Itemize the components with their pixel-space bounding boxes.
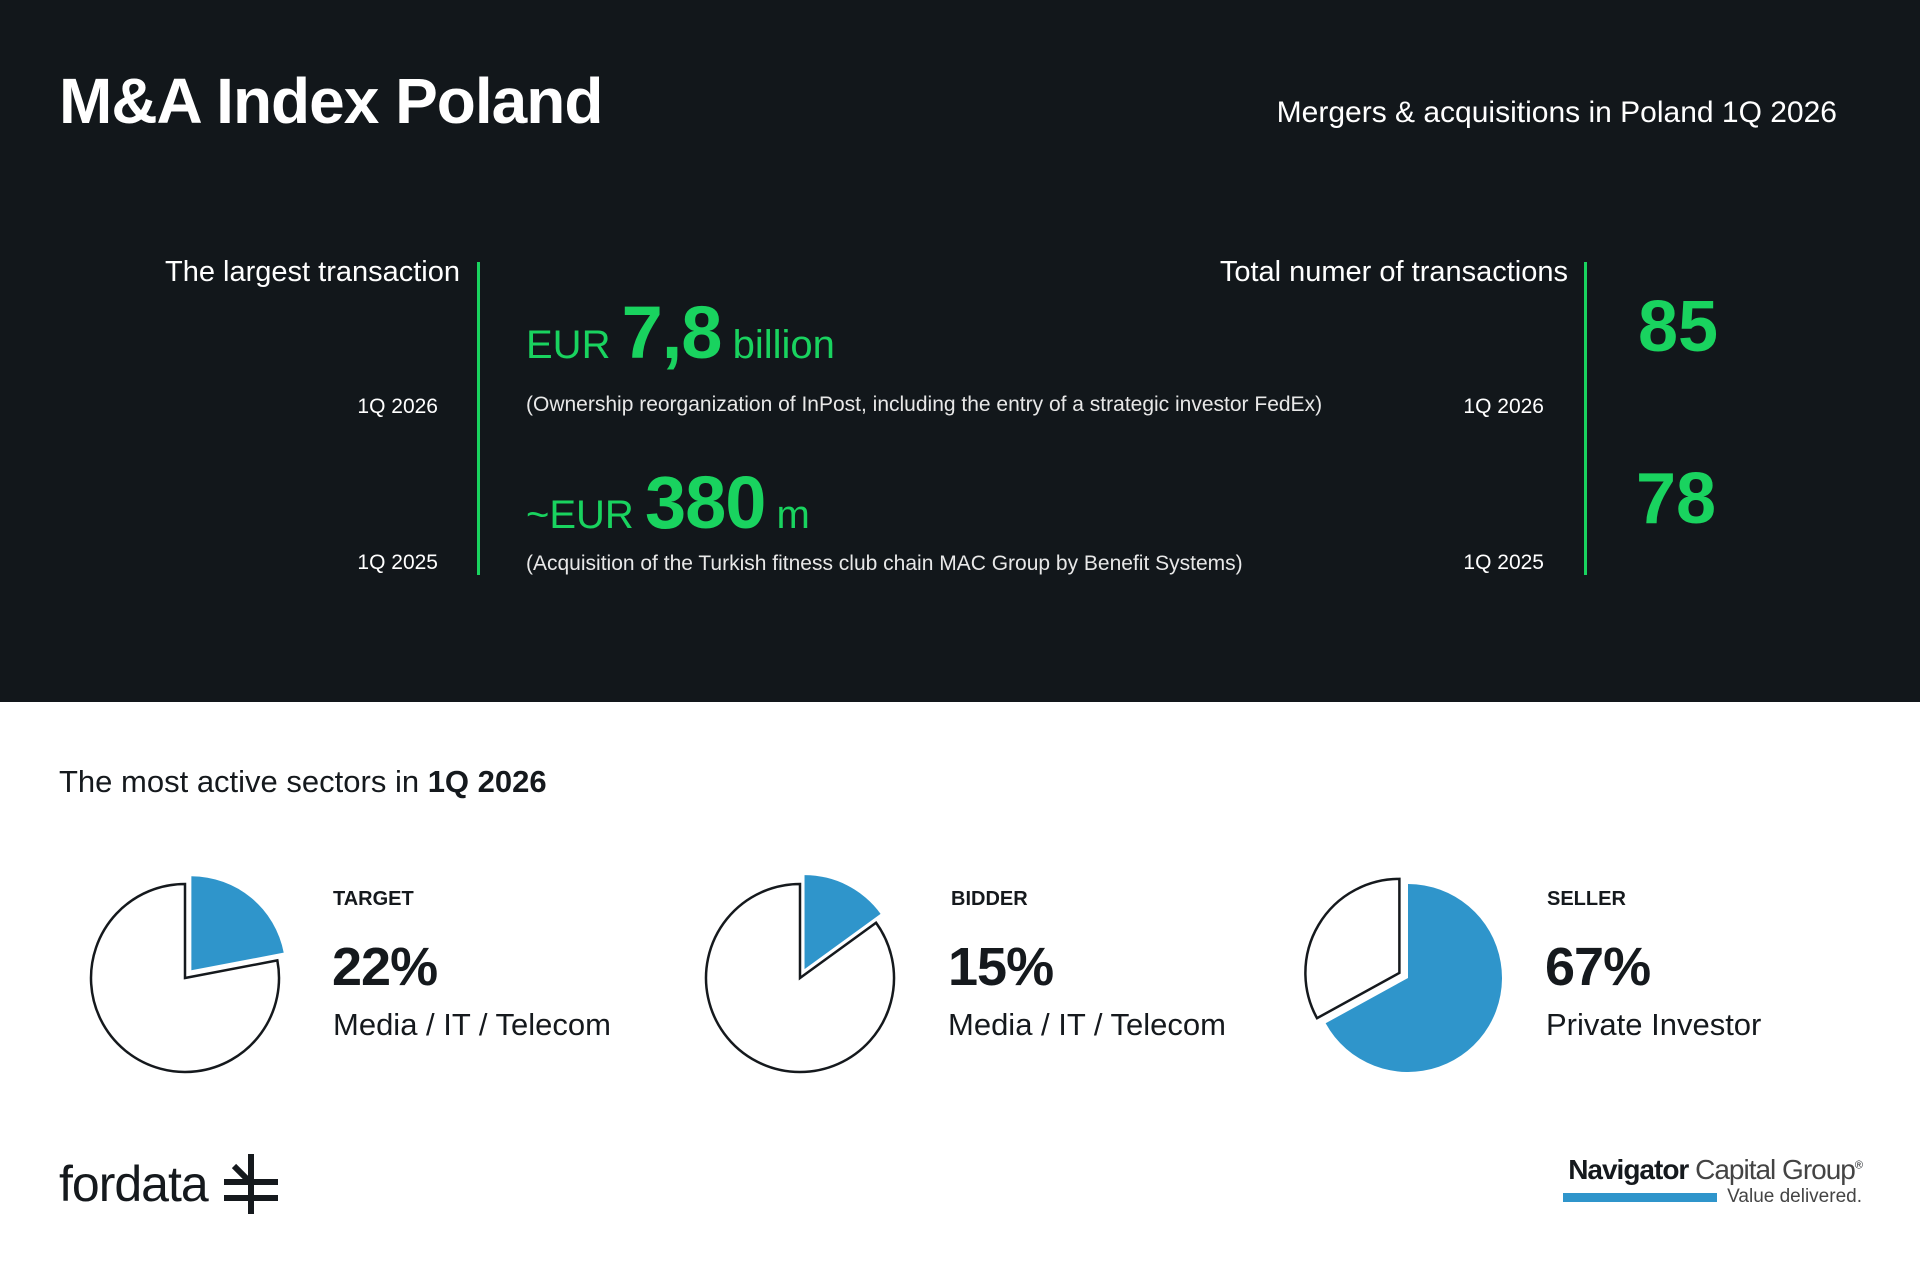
- fordata-logo-text: fordata: [59, 1156, 209, 1212]
- role-label: SELLER: [1547, 888, 1626, 910]
- sectors-title: The most active sectors in 1Q 2026: [59, 764, 547, 800]
- pie-slice-rest: [704, 882, 896, 1074]
- percent-label: 67%: [1545, 937, 1651, 997]
- role-label: BIDDER: [951, 888, 1028, 910]
- period-label: 1Q 2026: [357, 395, 438, 418]
- amount-unit: m: [776, 493, 810, 537]
- amount-value: 380: [644, 461, 766, 544]
- logo-rest: Capital Group: [1688, 1154, 1856, 1185]
- logo-bar: [1563, 1192, 1718, 1202]
- transaction-description: (Acquisition of the Turkish fitness club…: [526, 552, 1243, 575]
- period-label: 1Q 2025: [357, 551, 438, 574]
- pie-slice-rest: [1304, 877, 1401, 1020]
- amount-unit: billion: [732, 323, 835, 367]
- registered-mark: ®: [1854, 1159, 1863, 1172]
- pie-slice-highlight: [191, 876, 284, 971]
- transaction-count-2025: 78: [1636, 459, 1717, 539]
- sector-name: Media / IT / Telecom: [333, 1007, 611, 1042]
- currency: ~EUR: [526, 493, 634, 537]
- divider-line: [477, 262, 480, 575]
- period-label: 1Q 2025: [1463, 551, 1544, 574]
- largest-amount-2025: ~EUR 380 m: [526, 460, 810, 545]
- currency: EUR: [526, 323, 611, 367]
- pie-chart-target: [89, 876, 284, 1074]
- percent-label: 22%: [332, 937, 438, 997]
- page-title: M&A Index Poland: [59, 65, 603, 137]
- pie-slice-highlight: [1325, 884, 1502, 1072]
- pie-chart-bidder: [704, 875, 896, 1074]
- navigator-logo: Navigator Capital Group® Value delivered…: [1563, 1154, 1863, 1208]
- divider-line: [1584, 262, 1587, 575]
- amount-value: 7,8: [621, 291, 723, 374]
- fordata-logo-mark-icon: [223, 1154, 278, 1214]
- transaction-description: (Ownership reorganization of InPost, inc…: [526, 393, 1323, 416]
- sectors-title-text: The most active sectors in: [59, 764, 428, 799]
- percent-label: 15%: [948, 937, 1054, 997]
- role-label: TARGET: [333, 888, 414, 910]
- header-panel: M&A Index Poland Mergers & acquisitions …: [0, 0, 1920, 702]
- total-transactions-label: Total numer of transactions: [1219, 256, 1568, 288]
- period-label: 1Q 2026: [1463, 395, 1544, 418]
- logo-tagline: Value delivered.: [1727, 1186, 1862, 1207]
- sectors-title-period: 1Q 2026: [427, 764, 547, 799]
- pie-chart-seller: [1304, 877, 1502, 1072]
- transaction-count-2026: 85: [1638, 287, 1719, 367]
- page-subtitle: Mergers & acquisitions in Poland 1Q 2026: [1276, 96, 1837, 129]
- sector-name: Media / IT / Telecom: [948, 1007, 1226, 1042]
- largest-transaction-label: The largest transaction: [165, 256, 460, 288]
- sector-name: Private Investor: [1546, 1007, 1762, 1042]
- pie-slice-highlight: [804, 875, 881, 970]
- fordata-logo: fordata: [59, 1152, 282, 1216]
- pie-slice-rest: [89, 882, 281, 1074]
- logo-bold: Navigator: [1568, 1154, 1689, 1185]
- largest-amount-2026: EUR 7,8 billion: [526, 290, 835, 375]
